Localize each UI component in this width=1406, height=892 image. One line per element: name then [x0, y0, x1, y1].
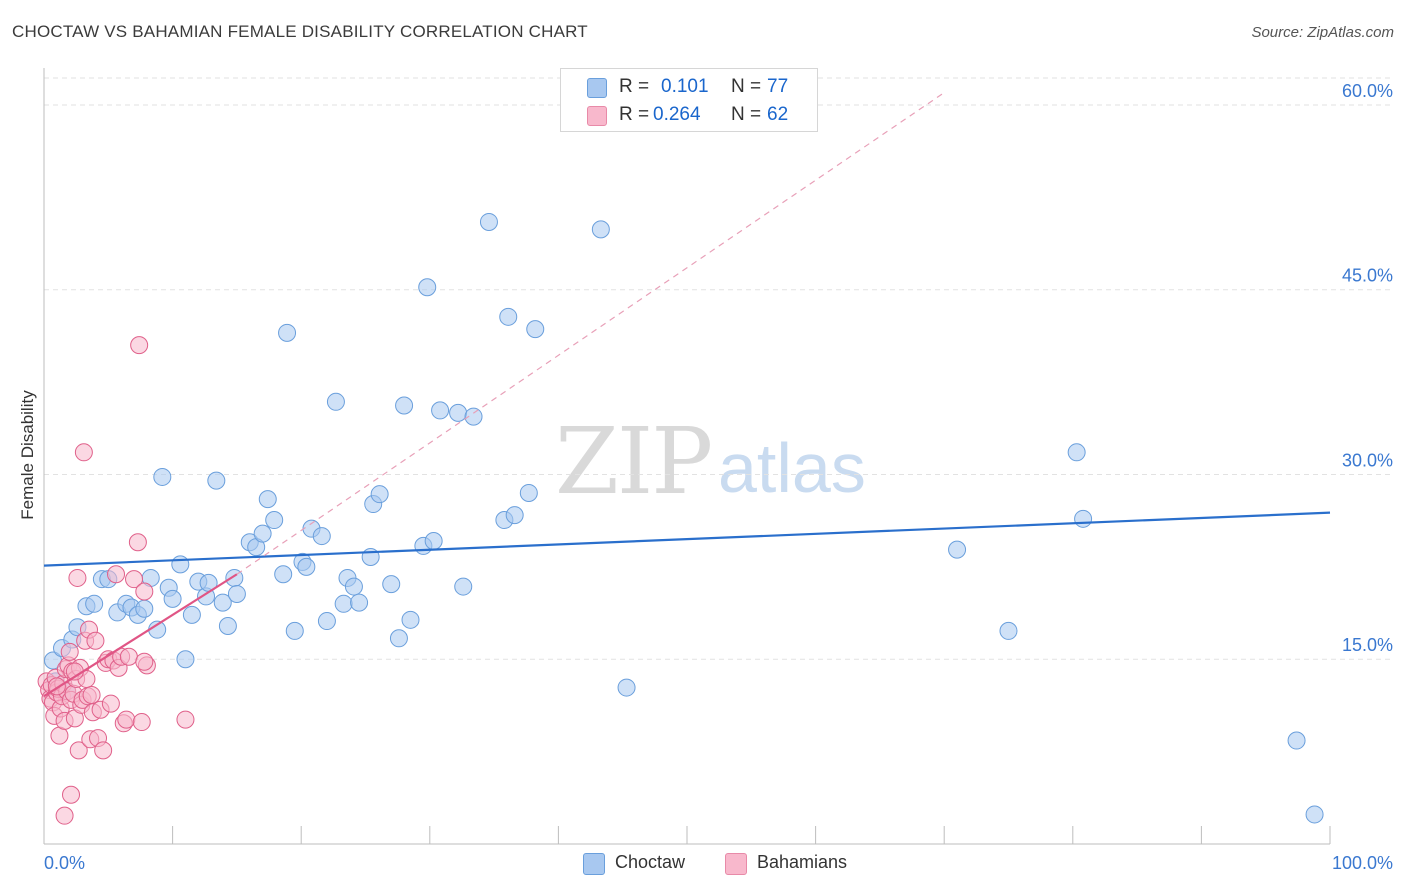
bottom-legend-label-choctaw: Choctaw [615, 852, 686, 872]
point-choctaw [431, 401, 450, 420]
point-choctaw [479, 212, 498, 231]
point-choctaw [218, 616, 237, 635]
point-choctaw [207, 471, 226, 490]
point-choctaw [334, 594, 353, 613]
point-choctaw [350, 593, 369, 612]
point-choctaw [389, 629, 408, 648]
point-choctaw [153, 467, 172, 486]
x-tick-label: 100.0% [1332, 853, 1393, 873]
point-choctaw [213, 593, 232, 612]
point-choctaw [464, 407, 483, 426]
point-choctaw [182, 605, 201, 624]
point-choctaw [617, 678, 636, 697]
y-tick-label: 45.0% [1342, 266, 1393, 286]
legend-r-label: R = [619, 104, 650, 125]
point-choctaw [449, 403, 468, 422]
point-choctaw [382, 575, 401, 594]
bottom-legend-swatch-choctaw [583, 853, 605, 875]
watermark-zip: ZIP [555, 408, 713, 515]
legend-r-value-bahamians: 0.264 [653, 104, 701, 125]
point-bahamians [101, 694, 120, 713]
point-choctaw [135, 599, 154, 618]
point-choctaw [344, 577, 363, 596]
point-bahamians [119, 647, 138, 666]
point-bahamians [135, 652, 154, 671]
legend-n-label: N = [731, 104, 762, 125]
point-choctaw [1074, 509, 1093, 528]
point-bahamians [117, 710, 136, 729]
legend-n-value-bahamians: 62 [767, 104, 789, 125]
watermark-atlas: atlas [718, 429, 866, 507]
point-choctaw [948, 540, 967, 559]
point-choctaw [499, 307, 518, 326]
point-choctaw [401, 610, 420, 629]
point-choctaw [85, 594, 104, 613]
point-bahamians [82, 685, 101, 704]
point-choctaw [1287, 731, 1306, 750]
trend-line-bahamians [43, 573, 238, 698]
legend-n-label: N = [731, 76, 762, 97]
point-choctaw [505, 506, 524, 525]
point-choctaw [424, 531, 443, 550]
point-choctaw [370, 485, 389, 504]
legend: R = 0.101 N = 77 R = 0.264 N = 62 [560, 68, 818, 132]
y-tick-label: 30.0% [1342, 450, 1393, 470]
legend-r-value-choctaw: 0.101 [661, 76, 709, 97]
point-bahamians [60, 642, 79, 661]
y-tick-label: 15.0% [1342, 635, 1393, 655]
point-choctaw [297, 557, 316, 576]
source-credit: Source: ZipAtlas.com [1251, 24, 1394, 41]
point-bahamians [94, 741, 113, 760]
point-choctaw [1305, 805, 1324, 824]
point-bahamians [135, 582, 154, 601]
point-choctaw [176, 650, 195, 669]
legend-r-label: R = [619, 76, 650, 97]
point-choctaw [171, 555, 190, 574]
point-bahamians [128, 533, 147, 552]
y-tick-label: 60.0% [1342, 81, 1393, 101]
point-choctaw [312, 527, 331, 546]
point-choctaw [258, 490, 277, 509]
point-choctaw [454, 577, 473, 596]
point-choctaw [526, 320, 545, 339]
point-bahamians [62, 785, 81, 804]
point-choctaw [317, 612, 336, 631]
point-bahamians [107, 565, 126, 584]
point-choctaw [285, 621, 304, 640]
point-choctaw [999, 621, 1018, 640]
point-bahamians [176, 710, 195, 729]
chart-title: CHOCTAW VS BAHAMIAN FEMALE DISABILITY CO… [12, 22, 588, 41]
bottom-legend-label-bahamians: Bahamians [757, 852, 848, 872]
point-choctaw [227, 584, 246, 603]
point-choctaw [591, 220, 610, 239]
point-choctaw [265, 511, 284, 530]
point-bahamians [55, 806, 74, 825]
point-choctaw [253, 524, 272, 543]
point-choctaw [274, 565, 293, 584]
legend-n-value-choctaw: 77 [767, 76, 789, 97]
legend-swatch-choctaw [587, 78, 607, 98]
point-bahamians [86, 631, 105, 650]
bottom-legend-swatch-bahamians [725, 853, 747, 875]
point-choctaw [326, 392, 345, 411]
point-bahamians [130, 336, 149, 355]
trend-line-choctaw [43, 511, 1331, 567]
point-choctaw [278, 323, 297, 342]
point-bahamians [132, 713, 151, 732]
point-choctaw [163, 589, 182, 608]
point-bahamians [74, 443, 93, 462]
point-bahamians [68, 568, 87, 587]
x-tick-label: 0.0% [44, 853, 85, 873]
point-choctaw [519, 483, 538, 502]
point-bahamians [69, 741, 88, 760]
point-choctaw [395, 396, 414, 415]
point-choctaw [1067, 443, 1086, 462]
legend-swatch-bahamians [587, 106, 607, 126]
trend-line-bahamians-extension [236, 92, 945, 575]
point-choctaw [418, 278, 437, 297]
point-bahamians [125, 570, 144, 589]
